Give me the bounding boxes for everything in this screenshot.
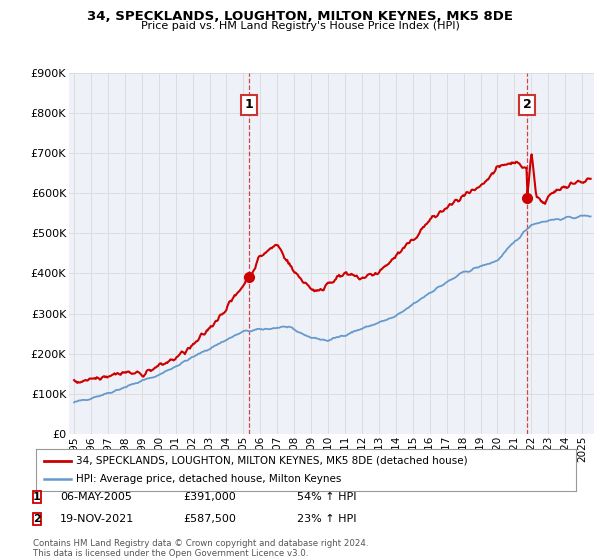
Text: Price paid vs. HM Land Registry's House Price Index (HPI): Price paid vs. HM Land Registry's House …	[140, 21, 460, 31]
Text: 54% ↑ HPI: 54% ↑ HPI	[297, 492, 356, 502]
Text: HPI: Average price, detached house, Milton Keynes: HPI: Average price, detached house, Milt…	[77, 474, 342, 484]
Text: Contains HM Land Registry data © Crown copyright and database right 2024.
This d: Contains HM Land Registry data © Crown c…	[33, 539, 368, 558]
Text: 23% ↑ HPI: 23% ↑ HPI	[297, 514, 356, 524]
Text: £587,500: £587,500	[183, 514, 236, 524]
Text: 34, SPECKLANDS, LOUGHTON, MILTON KEYNES, MK5 8DE: 34, SPECKLANDS, LOUGHTON, MILTON KEYNES,…	[87, 10, 513, 23]
Text: £391,000: £391,000	[183, 492, 236, 502]
Text: 1: 1	[33, 492, 41, 502]
Text: 2: 2	[523, 99, 532, 111]
Text: 19-NOV-2021: 19-NOV-2021	[60, 514, 134, 524]
Text: 34, SPECKLANDS, LOUGHTON, MILTON KEYNES, MK5 8DE (detached house): 34, SPECKLANDS, LOUGHTON, MILTON KEYNES,…	[77, 456, 468, 466]
Text: 1: 1	[245, 99, 254, 111]
Text: 06-MAY-2005: 06-MAY-2005	[60, 492, 132, 502]
Text: 2: 2	[33, 514, 41, 524]
